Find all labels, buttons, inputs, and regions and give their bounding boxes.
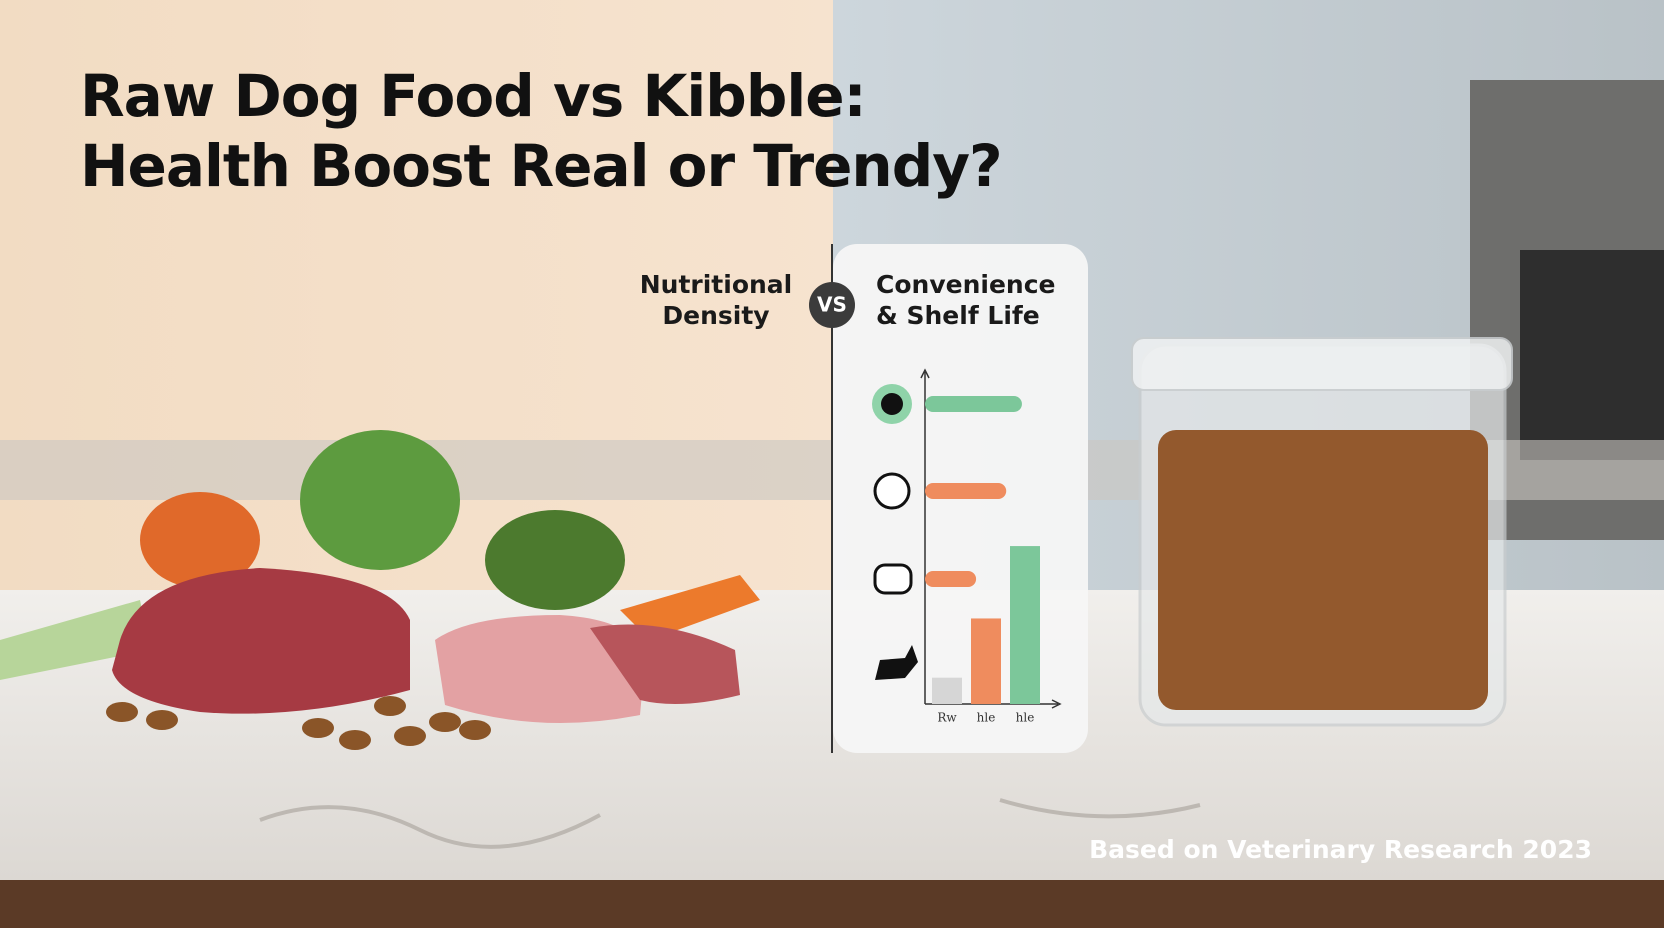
title-line: Raw Dog Food vs Kibble: xyxy=(80,62,866,130)
title-line: Health Boost Real or Trendy? xyxy=(80,132,1002,200)
broccoli xyxy=(485,510,625,610)
dog-icon xyxy=(873,472,911,510)
axis-arrow xyxy=(920,368,1062,709)
raw-meat-2 xyxy=(590,624,740,704)
right-label: & Shelf Life xyxy=(876,301,1040,330)
vs-text: VS xyxy=(817,293,847,317)
raw-pork xyxy=(435,615,645,723)
dog-icon xyxy=(881,393,903,415)
oven-window xyxy=(1520,250,1664,460)
vs-badge xyxy=(809,282,855,328)
x-tick-label: hle xyxy=(1016,711,1035,725)
carrot xyxy=(620,575,760,640)
greens xyxy=(300,430,460,570)
bar xyxy=(1010,546,1040,704)
kibble-pile xyxy=(106,696,491,750)
marble-vein xyxy=(259,798,1201,849)
bar xyxy=(925,483,1007,499)
footer-note: Based on Veterinary Research 2023 xyxy=(1089,835,1592,864)
left-label: Nutritional xyxy=(640,270,793,299)
bar xyxy=(932,677,962,704)
container-lid xyxy=(1131,337,1513,391)
bar xyxy=(971,618,1001,704)
left-label: Density xyxy=(662,301,769,330)
dog-icon xyxy=(875,645,918,680)
dog-icon xyxy=(873,563,913,595)
bar xyxy=(925,396,1022,412)
kibble-fill xyxy=(1158,430,1488,710)
bar xyxy=(925,571,977,587)
right-label: Convenience xyxy=(876,270,1055,299)
x-tick-label: hle xyxy=(977,711,996,725)
wood-base xyxy=(0,880,1664,928)
leek xyxy=(0,600,150,680)
x-tick-label: Rw xyxy=(937,711,957,725)
raw-meat xyxy=(112,568,410,714)
pepper xyxy=(140,492,260,588)
